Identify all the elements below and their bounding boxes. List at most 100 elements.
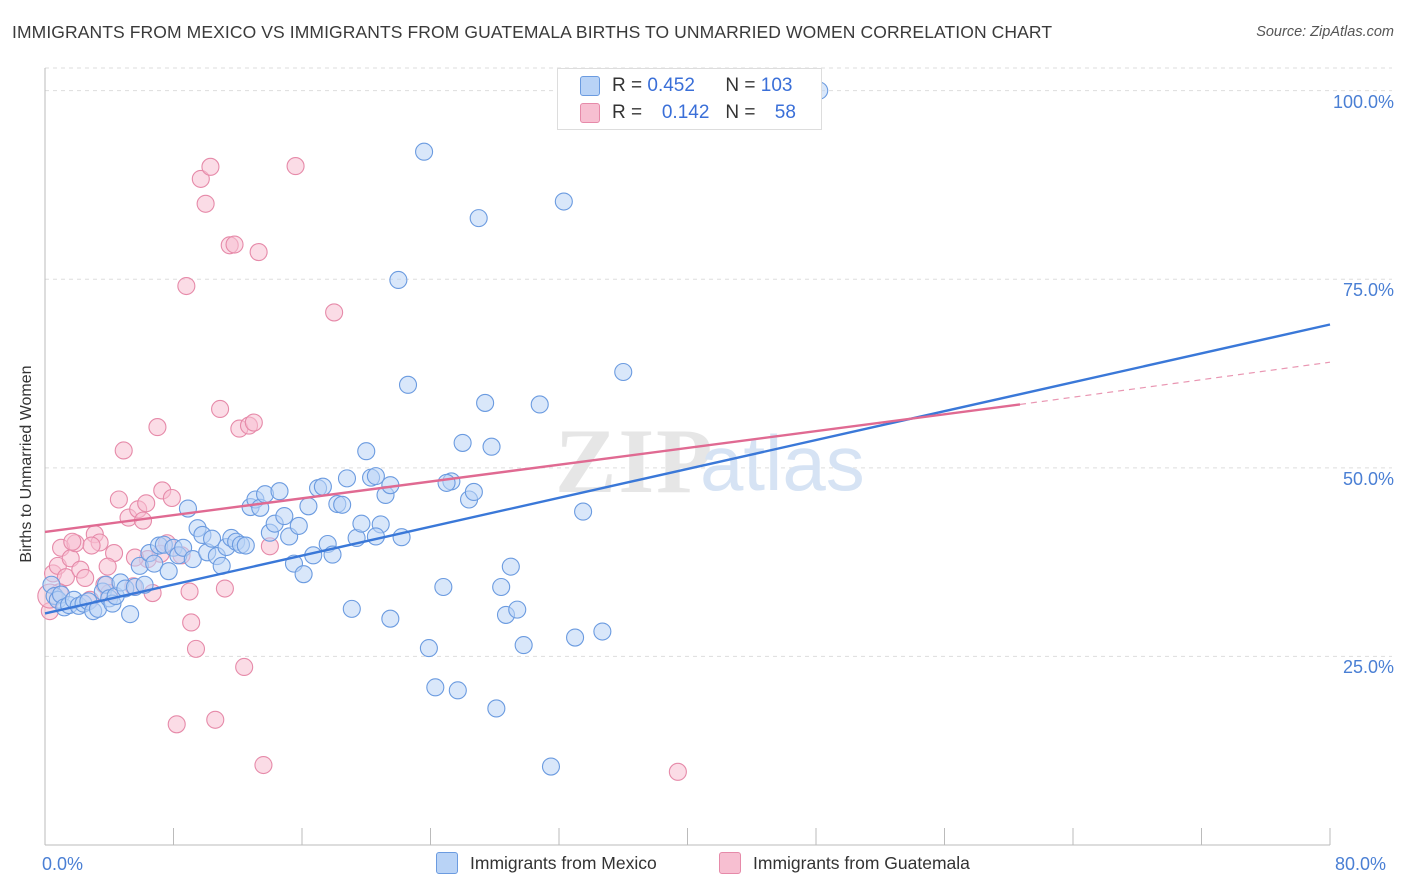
point-guatemala [196, 194, 215, 213]
point-mexico [203, 529, 222, 548]
legend-swatch-guatemala [719, 852, 741, 874]
point-mexico [482, 437, 501, 456]
x-tick-label-min: 0.0% [42, 854, 84, 874]
point-guatemala [109, 490, 128, 509]
point-mexico [426, 678, 445, 697]
point-guatemala [167, 715, 186, 734]
point-mexico [415, 142, 434, 161]
point-guatemala [148, 418, 167, 437]
point-mexico [487, 699, 506, 718]
y-tick-label: 75.0% [1342, 280, 1394, 301]
legend-item-mexico[interactable]: Immigrants from Mexico [436, 852, 657, 874]
point-guatemala [114, 441, 133, 460]
point-guatemala [254, 755, 273, 775]
point-guatemala [286, 157, 305, 176]
point-guatemala [177, 276, 196, 296]
legend-item-guatemala[interactable]: Immigrants from Guatemala [719, 852, 970, 874]
point-mexico [333, 495, 352, 514]
point-mexico [313, 477, 332, 496]
point-mexico [448, 681, 467, 700]
point-mexico [389, 270, 408, 290]
point-mexico [566, 628, 585, 647]
point-guatemala [162, 488, 181, 508]
point-mexico [614, 362, 633, 382]
point-guatemala [137, 494, 156, 513]
point-guatemala [182, 613, 201, 632]
r-value-guatemala: 0.142 [661, 102, 710, 123]
stats-row-guatemala: R = 0.142 N = 58 [580, 102, 796, 124]
point-mexico [419, 639, 438, 658]
stats-legend: R = 0.452 N = 103 R = 0.142 N = 58 [557, 68, 822, 130]
chart-title: IMMIGRANTS FROM MEXICO VS IMMIGRANTS FRO… [12, 22, 1053, 42]
point-guatemala [225, 235, 244, 254]
point-guatemala [206, 710, 225, 729]
point-mexico [145, 554, 164, 573]
r-label: R = [612, 102, 643, 123]
point-mexico [508, 600, 527, 619]
point-guatemala [215, 579, 234, 598]
point-mexico [275, 507, 294, 526]
point-mexico [270, 482, 289, 501]
y-tick-label: 50.0% [1342, 468, 1394, 489]
point-mexico [593, 622, 612, 641]
point-mexico [469, 209, 488, 228]
point-guatemala [63, 532, 82, 551]
watermark: ZIP atlas [555, 410, 865, 512]
stats-row-mexico: R = 0.452 N = 103 [580, 75, 792, 97]
point-mexico [554, 192, 573, 211]
n-value-guatemala: 58 [774, 102, 796, 123]
mexico-swatch [580, 76, 600, 96]
n-label: N = [725, 75, 756, 96]
x-tick-label-max: 80.0% [1335, 854, 1387, 874]
point-mexico [541, 757, 561, 776]
point-guatemala [325, 303, 344, 322]
guatemala-swatch [580, 103, 600, 123]
point-mexico [289, 516, 308, 535]
point-mexico [453, 433, 472, 452]
point-mexico [434, 577, 453, 597]
source-label: Source: ZipAtlas.com [1256, 24, 1394, 40]
point-mexico [501, 557, 520, 576]
point-mexico [159, 562, 178, 581]
point-mexico [299, 497, 318, 516]
r-label: R = [612, 75, 643, 96]
point-guatemala [235, 657, 254, 677]
trend-line-guatemala-extension [1019, 361, 1331, 406]
y-tick-label: 25.0% [1342, 657, 1394, 678]
y-tick-label: 100.0% [1332, 91, 1394, 112]
legend-label-guatemala: Immigrants from Guatemala [753, 852, 970, 873]
n-value-mexico: 103 [760, 75, 793, 96]
trend-line-mexico [44, 323, 1331, 615]
watermark-atlas: atlas [700, 419, 865, 507]
point-guatemala [249, 243, 268, 262]
point-mexico [366, 467, 385, 486]
point-mexico [357, 442, 376, 461]
point-mexico [437, 473, 456, 492]
point-mexico [121, 605, 140, 624]
point-mexico [492, 577, 511, 597]
point-mexico [574, 502, 593, 521]
legend-swatch-mexico [436, 852, 458, 874]
point-mexico [294, 565, 313, 584]
point-mexico [352, 514, 371, 533]
axes [44, 68, 1331, 846]
point-mexico [342, 599, 361, 618]
point-guatemala [186, 639, 206, 658]
point-guatemala [201, 157, 220, 176]
point-mexico [337, 469, 357, 488]
point-mexico [398, 375, 418, 394]
point-guatemala [191, 169, 210, 188]
point-mexico [530, 395, 549, 414]
trend-lines [44, 323, 1331, 615]
point-guatemala [180, 582, 199, 601]
point-guatemala [211, 399, 230, 419]
bottom-legend: Immigrants from Mexico Immigrants from G… [0, 852, 1406, 878]
point-mexico [381, 609, 400, 628]
point-guatemala [56, 568, 75, 587]
series-guatemala-points [37, 157, 687, 781]
point-guatemala [98, 557, 117, 576]
point-guatemala [82, 536, 101, 555]
point-mexico [464, 482, 483, 502]
point-mexico [236, 536, 255, 555]
